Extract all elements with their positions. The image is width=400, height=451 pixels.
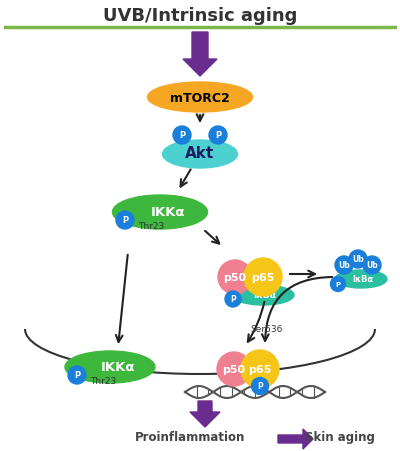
Circle shape [68,366,86,384]
Circle shape [252,377,268,395]
Ellipse shape [65,351,155,383]
Text: UVB/Intrinsic aging: UVB/Intrinsic aging [103,7,297,25]
Ellipse shape [335,271,387,288]
Text: Ser536: Ser536 [250,325,282,334]
Text: Proinflammation: Proinflammation [135,431,245,443]
Text: P: P [257,382,263,391]
Circle shape [225,291,241,307]
Text: mTORC2: mTORC2 [170,91,230,104]
Circle shape [349,250,367,268]
Text: P: P [336,281,340,287]
Text: IKKα: IKKα [101,361,135,374]
Text: Ub: Ub [352,255,364,264]
Text: Thr23: Thr23 [138,222,164,231]
Circle shape [363,257,381,274]
Circle shape [217,352,251,386]
Text: P: P [74,371,80,380]
Text: Thr23: Thr23 [90,377,116,386]
Ellipse shape [162,141,238,169]
Text: P: P [179,131,185,140]
Text: p65: p65 [251,272,275,282]
Text: Skin aging: Skin aging [305,431,375,443]
Circle shape [218,260,252,295]
Ellipse shape [112,196,208,230]
Ellipse shape [148,83,252,113]
Text: p50: p50 [224,272,246,282]
Polygon shape [183,33,217,77]
Text: Akt: Akt [185,146,215,161]
Text: p50: p50 [222,364,246,374]
Circle shape [116,212,134,230]
Circle shape [335,257,353,274]
Circle shape [209,127,227,145]
Text: P: P [122,216,128,225]
Text: p65: p65 [248,364,272,374]
Text: IKKα: IKKα [151,206,185,219]
Text: P: P [230,295,236,304]
Circle shape [241,350,279,388]
Text: Ub: Ub [338,261,350,270]
Ellipse shape [232,285,294,305]
Polygon shape [278,429,313,449]
Text: IκBα: IκBα [352,275,374,284]
Circle shape [330,277,346,292]
Polygon shape [190,401,220,427]
Text: P: P [215,131,221,140]
Text: Ub: Ub [366,261,378,270]
Circle shape [244,258,282,296]
Circle shape [173,127,191,145]
Text: IκBα: IκBα [254,291,276,300]
